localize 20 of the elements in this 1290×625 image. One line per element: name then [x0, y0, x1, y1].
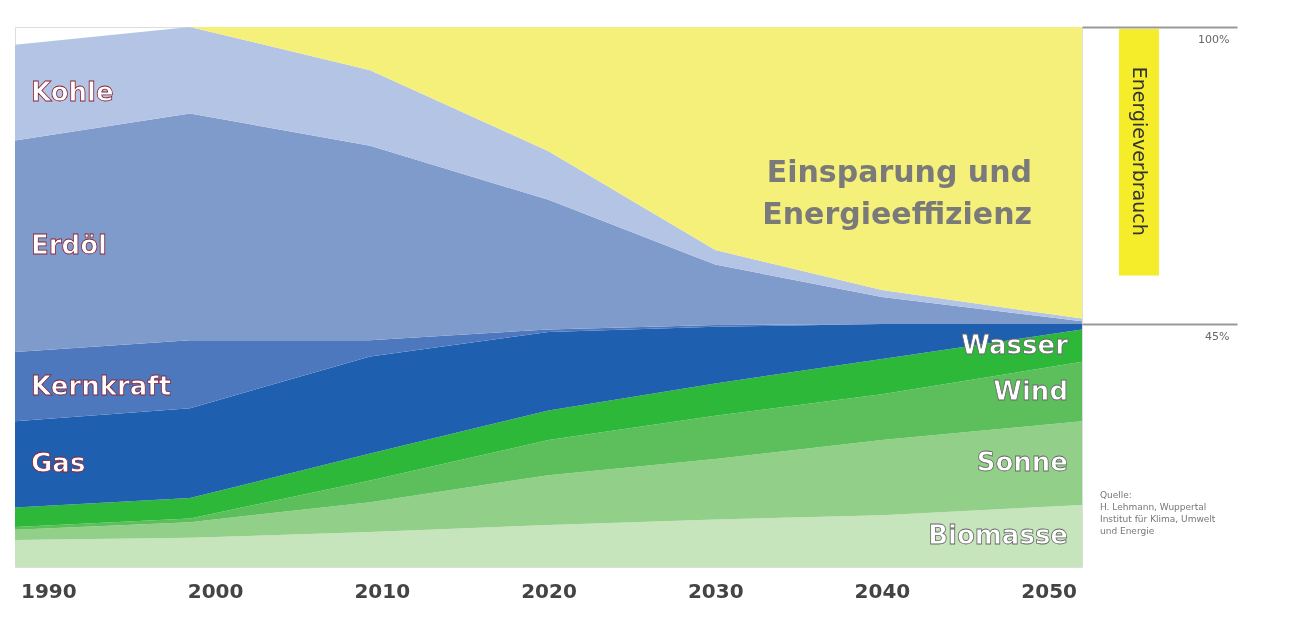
x-tick-label: 2030: [687, 578, 744, 603]
x-tick-label: 2020: [521, 578, 577, 603]
series-label: Biomasse: [928, 519, 1068, 550]
x-tick-label: 2050: [1021, 578, 1077, 603]
series-label: Kernkraft: [31, 370, 172, 401]
series-label: Erdöl: [31, 230, 107, 261]
y-tick-label: 45%: [1205, 329, 1230, 343]
series-label: Kohle: [31, 76, 114, 107]
series-label: Gas: [31, 448, 86, 479]
series-label: Wind: [993, 375, 1068, 406]
y-tick-label: 100%: [1198, 32, 1230, 46]
series-label: Einsparung und Energieeffizienz: [762, 153, 1032, 231]
x-tick-label: 2010: [354, 578, 411, 603]
text: Energieverbrauch: [1129, 66, 1151, 236]
source-note: Quelle: H. Lehmann, Wuppertal Institut für Klima, Umwelt und Energie: [1100, 490, 1216, 537]
series-label: Sonne: [976, 447, 1068, 478]
x-tick-label: 2040: [854, 578, 911, 603]
x-tick-label: 1990: [21, 578, 77, 603]
series-label: Wasser: [961, 329, 1069, 360]
x-tick-label: 2000: [187, 578, 244, 603]
